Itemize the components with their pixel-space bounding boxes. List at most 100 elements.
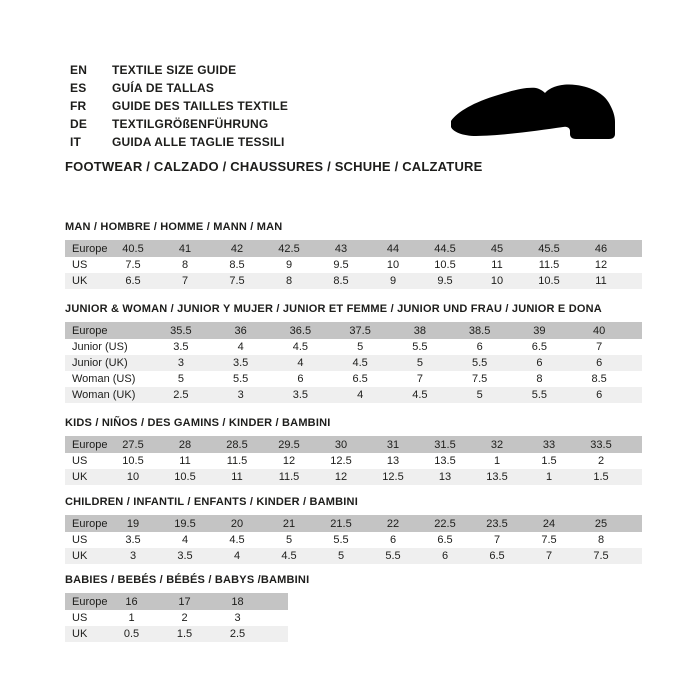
size-value: 10: [107, 469, 159, 485]
size-value: 2: [597, 455, 605, 467]
filler-cell: [627, 548, 642, 564]
size-value: 11.5: [538, 259, 560, 271]
size-value: 25: [575, 515, 627, 532]
size-value: 2.5: [211, 626, 264, 642]
size-table-row: Woman (UK) 2.5 3 3.5 4 4.5 5 5.5 6: [65, 387, 642, 403]
size-value: 31: [367, 436, 419, 453]
size-value: 1: [128, 612, 135, 624]
size-value: 10.5: [523, 273, 575, 289]
size-value: 9.5: [419, 273, 471, 289]
language-code: ES: [70, 81, 87, 95]
size-value: 20: [211, 515, 263, 532]
language-code: DE: [70, 117, 88, 131]
size-value: 6: [569, 387, 629, 403]
size-value: 38.5: [449, 322, 510, 339]
size-value: 6.5: [352, 373, 368, 385]
row-label: Europe: [65, 593, 107, 610]
row-label: UK: [65, 626, 105, 642]
size-value: 2.5: [151, 387, 211, 403]
filler-cell: [627, 436, 642, 453]
size-value: 6: [569, 355, 629, 371]
size-value: 45.5: [523, 240, 575, 257]
size-value: 5.5: [367, 548, 419, 564]
size-value: 40: [569, 322, 629, 339]
filler-cell: [627, 273, 642, 289]
size-table-row: US 3.5 4 4.5 5 5.5 6 6.5 7 7.5 8: [65, 532, 642, 548]
size-table-header-row: Europe 27.5 28 28.5 29.5 30 31 31.5 32 33 33.5: [65, 436, 642, 453]
size-value: 7: [493, 534, 501, 546]
size-value: 8: [263, 273, 315, 289]
section-babies: BABIES / BEBÉS / BÉBÉS / BABYS /BAMBINI …: [65, 574, 309, 642]
size-value: 4: [181, 534, 189, 546]
size-value: 7.5: [575, 548, 627, 564]
size-value: 19: [107, 515, 159, 532]
size-value: 11.5: [263, 469, 315, 485]
size-value: 8: [597, 534, 605, 546]
size-value: 5: [357, 341, 364, 353]
language-row-it: IT GUIDA ALLE TAGLIE TESSILI: [65, 133, 288, 151]
size-table-header-row: Europe 16 17 18: [65, 593, 288, 610]
size-table-row: UK 10 10.5 11 11.5 12 12.5 13 13.5 1 1.5: [65, 469, 642, 485]
size-value: 22: [367, 515, 419, 532]
filler-cell: [629, 339, 642, 355]
size-value: 6: [419, 548, 471, 564]
size-value: 10.5: [122, 455, 144, 467]
size-value: 38: [390, 322, 450, 339]
language-title: TEXTILGRÖßENFÜHRUNG: [112, 117, 269, 131]
size-value: 4.5: [263, 548, 315, 564]
language-title: GUIDA ALLE TAGLIE TESSILI: [112, 135, 285, 149]
size-value: 39: [509, 322, 570, 339]
section-junior-woman: JUNIOR & WOMAN / JUNIOR Y MUJER / JUNIOR…: [65, 303, 642, 403]
size-value: 9.5: [333, 259, 349, 271]
size-value: 5.5: [333, 534, 349, 546]
language-code: IT: [70, 135, 82, 149]
size-value: 1: [493, 455, 501, 467]
size-value: 37.5: [330, 322, 390, 339]
size-value: 1.5: [575, 469, 627, 485]
size-value: 6: [389, 534, 397, 546]
size-value: 6: [297, 373, 304, 385]
section-kids: KIDS / NIÑOS / DES GAMINS / KINDER / BAM…: [65, 417, 642, 485]
language-title: GUIDE DES TAILLES TEXTILE: [112, 99, 289, 113]
size-value: 11: [179, 455, 191, 467]
size-value: 8.5: [229, 259, 245, 271]
size-value: 4: [237, 341, 244, 353]
size-value: 13: [419, 469, 471, 485]
size-value: 12: [315, 469, 367, 485]
size-value: 6.5: [471, 548, 523, 564]
row-label: Junior (UK): [65, 355, 151, 371]
size-value: 4.5: [390, 387, 450, 403]
size-value: 13.5: [434, 455, 456, 467]
size-value: 8.5: [591, 373, 607, 385]
table-title-man: MAN / HOMBRE / HOMME / MANN / MAN: [65, 221, 283, 233]
size-table-header-row: Europe 19 19.5 20 21 21.5 22 22.5 23.5 24 25: [65, 515, 642, 532]
size-value: 6: [509, 355, 570, 371]
size-table-row: Junior (US) 3.5 4 4.5 5 5.5 6 6.5 7: [65, 339, 642, 355]
size-table-row: US 1 2 3: [65, 610, 288, 626]
size-value: 6: [476, 341, 483, 353]
filler-cell: [627, 515, 642, 532]
size-value: 3: [234, 612, 241, 624]
size-value: 21: [263, 515, 315, 532]
filler-cell: [627, 532, 642, 548]
row-label: UK: [65, 273, 107, 289]
section-man: MAN / HOMBRE / HOMME / MANN / MAN Europe…: [65, 221, 642, 289]
language-row-de: DE TEXTILGRÖßENFÜHRUNG: [65, 115, 288, 133]
size-value: 3.5: [125, 534, 141, 546]
size-value: 42.5: [263, 240, 315, 257]
size-table-man: Europe 40.5 41 42 42.5 43 44 44.5 45 45.5 46 US 7.5 8…: [65, 240, 642, 289]
size-value: 4.5: [292, 341, 309, 353]
language-row-en: EN TEXTILE SIZE GUIDE: [65, 61, 288, 79]
row-label: Europe: [65, 515, 107, 532]
size-value: 36.5: [270, 322, 331, 339]
row-label: Europe: [65, 436, 107, 453]
size-value: 28: [159, 436, 211, 453]
row-label: UK: [65, 548, 107, 564]
row-label: Woman (UK): [65, 387, 151, 403]
size-value: 7.5: [541, 534, 557, 546]
size-table-header-row: Europe 35.5 36 36.5 37.5 38 38.5 39 40: [65, 322, 642, 339]
size-value: 23.5: [471, 515, 523, 532]
size-value: 5.5: [412, 341, 428, 353]
size-value: 12: [282, 455, 296, 467]
